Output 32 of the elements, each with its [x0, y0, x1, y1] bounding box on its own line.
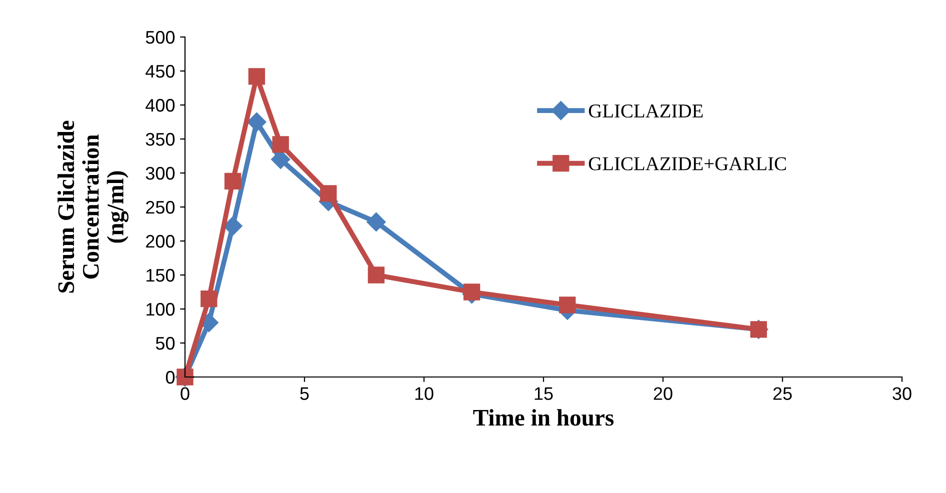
x-tick-label: 30 — [892, 387, 912, 400]
x-tick-label: 10 — [415, 387, 434, 400]
y-tick-label: 250 — [146, 200, 175, 214]
point — [272, 136, 289, 153]
point — [366, 212, 386, 232]
point — [559, 296, 576, 314]
point — [248, 68, 266, 85]
x-tick-label: 20 — [654, 387, 672, 400]
y-tick-label: 100 — [146, 302, 175, 316]
legend-label: GLICLAZIDE — [588, 104, 703, 118]
point — [224, 172, 242, 190]
x-tick-label: 5 — [300, 387, 309, 400]
y-axis-title: Serum Gliclazide Concentration (ng/ml) — [58, 120, 128, 293]
y-tick-label: 400 — [146, 98, 175, 112]
point — [247, 112, 266, 132]
y-tick-label: 150 — [146, 268, 175, 282]
y-tick-label: 200 — [146, 234, 175, 248]
legend-label: GLICLAZIDE+GARLIC — [588, 157, 786, 170]
point — [320, 185, 337, 202]
x-tick-label: 25 — [773, 387, 792, 400]
y-tick-label: 50 — [156, 336, 175, 350]
point — [200, 290, 218, 308]
x-tick-label: 15 — [534, 387, 553, 400]
y-tick-label: 500 — [146, 30, 175, 44]
x-tick-label: 0 — [180, 387, 190, 400]
x-axis-title: Time in hours — [473, 409, 614, 426]
y-tick-label: 300 — [146, 166, 175, 180]
y-tick-label: 450 — [146, 64, 175, 78]
y-tick-label: 0 — [166, 370, 175, 384]
point — [368, 266, 385, 284]
y-tick-label: 350 — [146, 132, 175, 146]
point — [463, 284, 480, 300]
